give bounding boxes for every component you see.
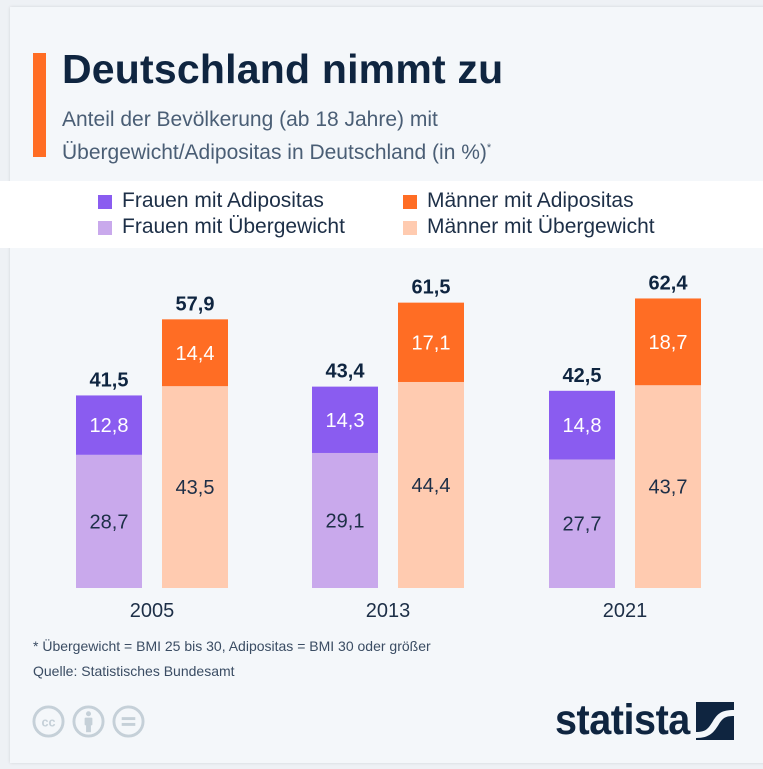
chart-legend: Frauen mit Adipositas Männer mit Adiposi… (0, 181, 763, 248)
total-value-label-maenner-2021: 62,4 (649, 272, 689, 294)
legend-label: Frauen mit Übergewicht (122, 215, 345, 238)
bar-segment-frauen-mit-adipositas-2013 (312, 386, 378, 453)
bar-segment-maenner-mit-adipositas-2021 (635, 298, 701, 386)
legend-item-maenner-adipositas: Männer mit Adipositas (403, 189, 634, 213)
license-icons: cc (32, 705, 145, 738)
bar-segment-maenner-mit-uebergewicht-2013 (398, 381, 464, 588)
statista-logo-text: statista (555, 696, 690, 744)
bar-segment-maenner-mit-adipositas-2013 (398, 302, 464, 382)
segment-value-label: 44,4 (412, 475, 451, 497)
total-value-label-frauen-2005: 41,5 (90, 369, 129, 391)
no-derivatives-icon[interactable] (112, 705, 145, 738)
legend-swatch (403, 221, 417, 235)
statista-logo[interactable]: statista (555, 696, 734, 745)
source-note: Quelle: Statistisches Bundesamt (33, 663, 235, 679)
legend-swatch (403, 195, 417, 209)
bar-segment-frauen-mit-uebergewicht-2021 (549, 459, 615, 588)
total-value-label-maenner-2013: 61,5 (412, 277, 451, 299)
legend-item-maenner-uebergewicht: Männer mit Übergewicht (403, 215, 655, 239)
x-axis-tick-label: 2013 (366, 600, 411, 622)
bar-segment-frauen-mit-uebergewicht-2013 (312, 452, 378, 588)
chart-title: Deutschland nimmt zu (62, 46, 504, 92)
total-value-label-frauen-2013: 43,4 (326, 361, 366, 383)
cc-icon[interactable]: cc (32, 705, 65, 738)
legend-label: Männer mit Übergewicht (427, 215, 655, 238)
legend-swatch (98, 221, 112, 235)
legend-item-frauen-adipositas: Frauen mit Adipositas (98, 189, 324, 213)
subtitle-line-1: Anteil der Bevölkerung (ab 18 Jahre) mit (62, 108, 438, 131)
total-value-label-maenner-2005: 57,9 (176, 293, 215, 315)
legend-label: Frauen mit Adipositas (122, 189, 324, 212)
statista-logo-mark-icon (695, 701, 734, 740)
total-value-label-frauen-2021: 42,5 (563, 365, 602, 387)
stacked-bar-chart: 28,7 12,8 41,5 43,5 14,4 57,9 2005 29,1 14,3 43,4… (76, 272, 701, 622)
legend-swatch (98, 195, 112, 209)
bar-segment-maenner-mit-uebergewicht-2005 (162, 386, 228, 588)
segment-value-label: 14,8 (563, 415, 602, 437)
segment-value-label: 12,8 (90, 415, 129, 437)
bar-segment-maenner-mit-uebergewicht-2021 (635, 385, 701, 588)
segment-value-label: 18,7 (649, 332, 688, 354)
chart-subtitle: Anteil der Bevölkerung (ab 18 Jahre) mit… (62, 106, 662, 167)
subtitle-footnote-marker: * (486, 142, 492, 154)
legend-label: Männer mit Adipositas (427, 189, 634, 212)
segment-value-label: 28,7 (90, 511, 129, 533)
segment-value-label: 17,1 (412, 332, 451, 354)
subtitle-line-2: Übergewicht/Adipositas in Deutschland (i… (62, 141, 487, 164)
bar-segment-frauen-mit-uebergewicht-2005 (76, 454, 142, 588)
segment-value-label: 43,5 (176, 477, 215, 499)
segment-value-label: 29,1 (326, 510, 365, 532)
segment-value-label: 27,7 (563, 514, 602, 536)
footnote: * Übergewicht = BMI 25 bis 30, Adiposita… (33, 638, 431, 654)
bar-segment-frauen-mit-adipositas-2021 (549, 390, 615, 460)
bar-segment-frauen-mit-adipositas-2005 (76, 395, 142, 455)
segment-value-label: 14,4 (176, 343, 215, 365)
segment-value-label: 14,3 (326, 410, 365, 432)
x-axis-tick-label: 2005 (130, 600, 175, 622)
title-accent-bar (33, 53, 46, 157)
attribution-icon[interactable] (72, 705, 105, 738)
segment-value-label: 43,7 (649, 477, 688, 499)
legend-item-frauen-uebergewicht: Frauen mit Übergewicht (98, 215, 345, 239)
bar-segment-maenner-mit-adipositas-2005 (162, 319, 228, 387)
x-axis-tick-label: 2021 (603, 600, 648, 622)
svg-text:cc: cc (41, 715, 55, 729)
